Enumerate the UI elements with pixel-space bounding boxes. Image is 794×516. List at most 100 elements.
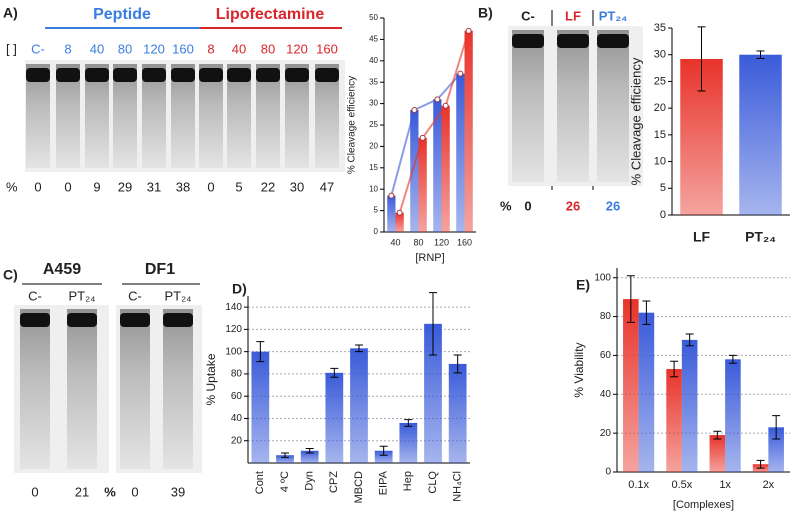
bar [666,369,682,472]
gel-band [20,313,50,327]
gel-band [26,68,50,82]
x-tick-label: EIPA [378,470,390,495]
lane-label: PT₂₄ [599,8,628,23]
percent-value: 0 [64,179,71,194]
percent-value: 0 [524,198,531,213]
gel-lane [597,30,629,182]
error-bar [626,275,635,323]
error-bar [697,26,706,92]
gel-band [171,68,195,82]
percent-value: 26 [606,198,620,213]
error-bar [330,367,339,378]
lane-label: PT₂₄ [165,288,192,303]
gel-band [113,68,137,82]
y-tick-label: 100 [225,346,242,357]
error-bar [429,292,437,356]
bar [681,339,698,472]
x-tick-label: PT₂₄ [745,229,776,245]
y-tick-label: 35 [369,77,378,86]
group-header: Peptide [93,6,151,23]
percent-value: 31 [147,179,161,194]
error-bar [756,50,765,59]
gel-lane [20,309,50,469]
conc-label: [ ] [6,41,17,56]
x-tick-label: Dyn [304,471,316,491]
lane-label: 80 [118,41,132,56]
lane-label: 80 [261,41,275,56]
gel-lane [120,309,150,469]
y-tick-label: 25 [369,120,378,129]
error-bar [728,354,737,364]
gel-lane [557,30,589,182]
y-tick-label: 50 [369,13,378,22]
percent-value: 9 [93,179,100,194]
bar [638,312,655,472]
y-tick-label: 10 [369,184,378,193]
percent-value: 5 [235,179,242,194]
y-tick-label: 25 [654,75,666,87]
percent-value: 0 [207,179,214,194]
y-tick-label: 0 [660,209,666,221]
panel-label: B) [478,5,493,21]
percent-symbol: % [104,484,116,499]
x-tick-label: LF [693,229,711,245]
error-bar [281,452,289,458]
error-bar [379,445,388,456]
y-tick-label: 60 [600,350,612,361]
y-tick-label: 60 [231,391,243,402]
y-axis-title: % Uptake [204,353,218,405]
y-tick-label: 20 [231,435,243,446]
line-point [411,107,418,114]
group-header: Lipofectamine [216,6,325,23]
bar [739,54,782,215]
y-tick-label: 15 [369,163,378,172]
line-point [442,102,449,109]
y-tick-label: 20 [369,142,378,151]
percent-value: 30 [290,179,304,194]
x-tick-label: 80 [413,237,423,247]
gel-band [557,34,589,48]
y-tick-label: 80 [231,369,243,380]
x-tick-label: 120 [434,237,449,247]
y-tick-label: 0 [605,467,611,478]
gel-band [227,68,251,82]
lane-label: 120 [286,41,308,56]
lane-label: 8 [64,41,71,56]
cell-line: A459 [43,261,81,278]
gel-band [199,68,223,82]
x-tick-label: NH₄Cl [452,471,464,502]
gel-band [163,313,193,327]
y-axis-title: % Cleavage efficiency [347,76,358,174]
gel-lane [67,309,97,469]
gel-band [315,68,339,82]
gel-lane [512,30,544,182]
y-tick-label: 40 [600,389,612,400]
percent-value: 47 [320,179,334,194]
line-point [457,70,464,77]
x-tick-label: CPZ [328,471,340,493]
bar [709,435,726,472]
x-tick-label: CLQ [427,471,439,494]
percent-value: 39 [171,484,185,499]
gel-band [120,313,150,327]
bar [725,359,741,472]
x-axis-title: [Complexes] [673,499,734,511]
error-bar [404,419,413,427]
bar [464,30,473,233]
percent-value: 0 [131,484,138,499]
percent-value: 26 [566,198,580,213]
x-tick-label: 40 [390,237,400,247]
lane-label: 120 [143,41,165,56]
gel-band [85,68,109,82]
bar [374,450,393,463]
bar [441,105,450,232]
lane-label: C- [31,41,45,56]
error-bar [756,459,765,469]
panel-label: A) [3,5,18,21]
percent-value: 22 [261,179,275,194]
x-tick-label: 0.5x [671,479,692,491]
trend-line [398,30,470,214]
gel-band [67,313,97,327]
lane-label: 160 [172,41,194,56]
